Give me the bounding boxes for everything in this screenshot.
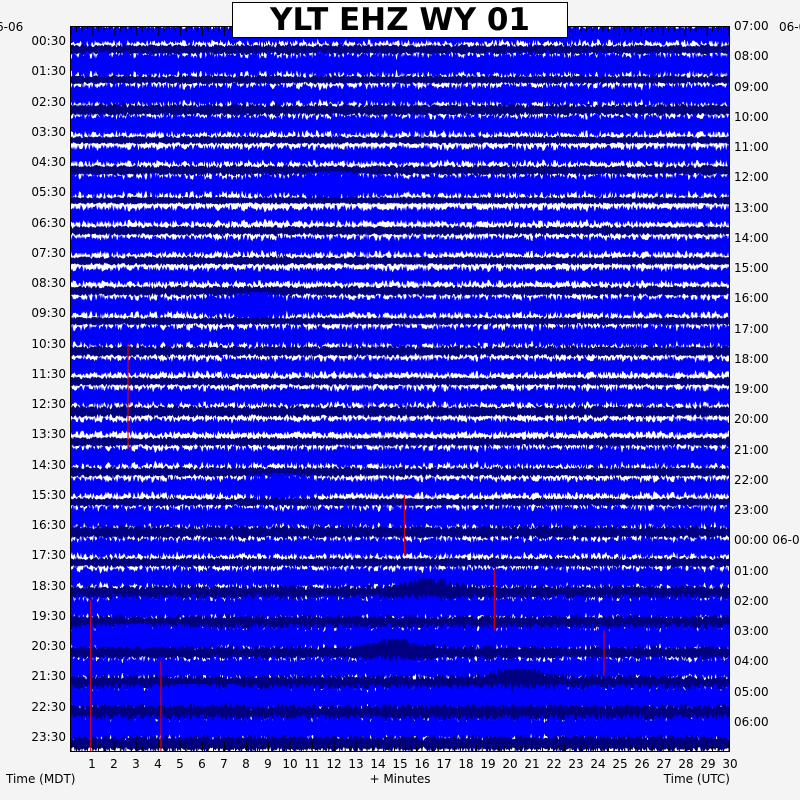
seismogram-traces <box>71 27 729 751</box>
time-tick-mdt: 00:30 <box>31 34 66 49</box>
minute-tick: 27 <box>656 757 672 771</box>
date-label-right: 06-0 <box>779 20 800 34</box>
time-tick-utc: 04:00 <box>734 654 769 669</box>
time-tick-mdt: 20:30 <box>31 639 66 654</box>
minute-tick: 2 <box>110 757 118 771</box>
minute-tick: 30 <box>722 757 738 771</box>
time-tick-utc: 03:00 <box>734 624 769 638</box>
time-tick-utc: 01:00 <box>734 563 769 578</box>
minute-tick: 15 <box>392 757 408 771</box>
minute-tick: 29 <box>700 757 716 771</box>
time-tick-utc: 16:00 <box>734 291 769 306</box>
axis-caption-utc: Time (UTC) <box>663 772 730 786</box>
time-tick-utc: 15:00 <box>734 261 769 275</box>
minute-tick: 23 <box>568 757 584 771</box>
time-tick-utc: 21:00 <box>734 442 769 457</box>
minute-tick: 28 <box>678 757 694 771</box>
time-tick-mdt: 02:30 <box>31 94 66 109</box>
minute-tick: 19 <box>480 757 496 771</box>
time-tick-mdt: 22:30 <box>31 699 66 714</box>
time-tick-mdt: 03:30 <box>31 124 66 139</box>
time-tick-utc: 20:00 <box>734 412 769 427</box>
page-title: YLT EHZ WY 01 <box>270 1 530 38</box>
time-tick-mdt: 23:30 <box>31 729 66 744</box>
time-tick-mdt: 10:30 <box>31 336 66 351</box>
time-tick-utc: 08:00 <box>734 49 769 64</box>
time-tick-mdt: 14:30 <box>31 457 66 472</box>
minute-tick: 3 <box>132 757 140 771</box>
minute-tick: 20 <box>502 757 518 771</box>
axis-caption-minutes: + Minutes <box>369 772 431 786</box>
time-tick-mdt: 04:30 <box>31 155 66 170</box>
minute-tick: 16 <box>414 757 430 771</box>
time-tick-utc: 19:00 <box>734 382 769 396</box>
minute-tick: 26 <box>634 757 650 771</box>
time-tick-mdt: 15:30 <box>31 487 66 502</box>
time-tick-mdt: 05:30 <box>31 185 66 200</box>
minute-tick: 21 <box>524 757 540 771</box>
time-tick-utc: 07:00 <box>734 19 769 33</box>
minute-tick: 14 <box>370 757 386 771</box>
time-tick-mdt: 08:30 <box>31 276 66 291</box>
time-tick-utc: 14:00 <box>734 230 769 245</box>
time-tick-mdt: 09:30 <box>31 306 66 321</box>
minute-tick: 22 <box>546 757 562 771</box>
time-tick-utc: 13:00 <box>734 200 769 215</box>
time-tick-utc: 18:00 <box>734 351 769 366</box>
minute-tick: 12 <box>326 757 342 771</box>
time-tick-utc: 12:00 <box>734 170 769 185</box>
time-tick-utc: 05:00 <box>734 684 769 699</box>
minute-tick: 10 <box>282 757 298 771</box>
minute-tick: 7 <box>220 757 228 771</box>
time-tick-mdt: 16:30 <box>31 518 66 533</box>
time-tick-mdt: 06:30 <box>31 215 66 230</box>
time-tick-utc: 11:00 <box>734 140 769 154</box>
minute-tick: 6 <box>198 757 206 771</box>
minute-tick: 11 <box>304 757 320 771</box>
time-tick-utc: 23:00 <box>734 503 769 517</box>
helicorder-plot[interactable] <box>70 26 730 752</box>
axis-caption-mdt: Time (MDT) <box>6 772 76 786</box>
time-tick-mdt: 18:30 <box>31 578 66 593</box>
minute-tick: 13 <box>348 757 364 771</box>
time-tick-mdt: 01:30 <box>31 64 66 79</box>
time-tick-mdt: 21:30 <box>31 669 66 684</box>
time-tick-utc: 09:00 <box>734 79 769 94</box>
time-tick-utc: 17:00 <box>734 321 769 336</box>
minute-tick: 4 <box>154 757 162 771</box>
minute-tick: 18 <box>458 757 474 771</box>
time-tick-utc: 06:00 <box>734 714 769 729</box>
time-tick-mdt: 12:30 <box>31 397 66 412</box>
time-tick-mdt: 13:30 <box>31 427 66 442</box>
time-tick-utc: 00:00 06-07 <box>734 533 800 548</box>
time-tick-mdt: 11:30 <box>31 366 66 381</box>
time-tick-mdt: 19:30 <box>31 608 66 623</box>
minute-tick: 1 <box>88 757 96 771</box>
minute-tick: 24 <box>590 757 606 771</box>
time-tick-mdt: 17:30 <box>31 548 66 563</box>
date-label-left: 6-06 <box>0 20 24 34</box>
minute-tick: 17 <box>436 757 452 771</box>
minute-tick: 8 <box>242 757 250 771</box>
minute-tick: 9 <box>264 757 272 771</box>
time-tick-mdt: 07:30 <box>31 245 66 260</box>
time-tick-utc: 02:00 <box>734 593 769 608</box>
minute-tick: 25 <box>612 757 628 771</box>
time-tick-utc: 10:00 <box>734 109 769 124</box>
plot-title-box: YLT EHZ WY 01 <box>232 2 568 38</box>
minute-tick: 5 <box>176 757 184 771</box>
time-tick-utc: 22:00 <box>734 472 769 487</box>
